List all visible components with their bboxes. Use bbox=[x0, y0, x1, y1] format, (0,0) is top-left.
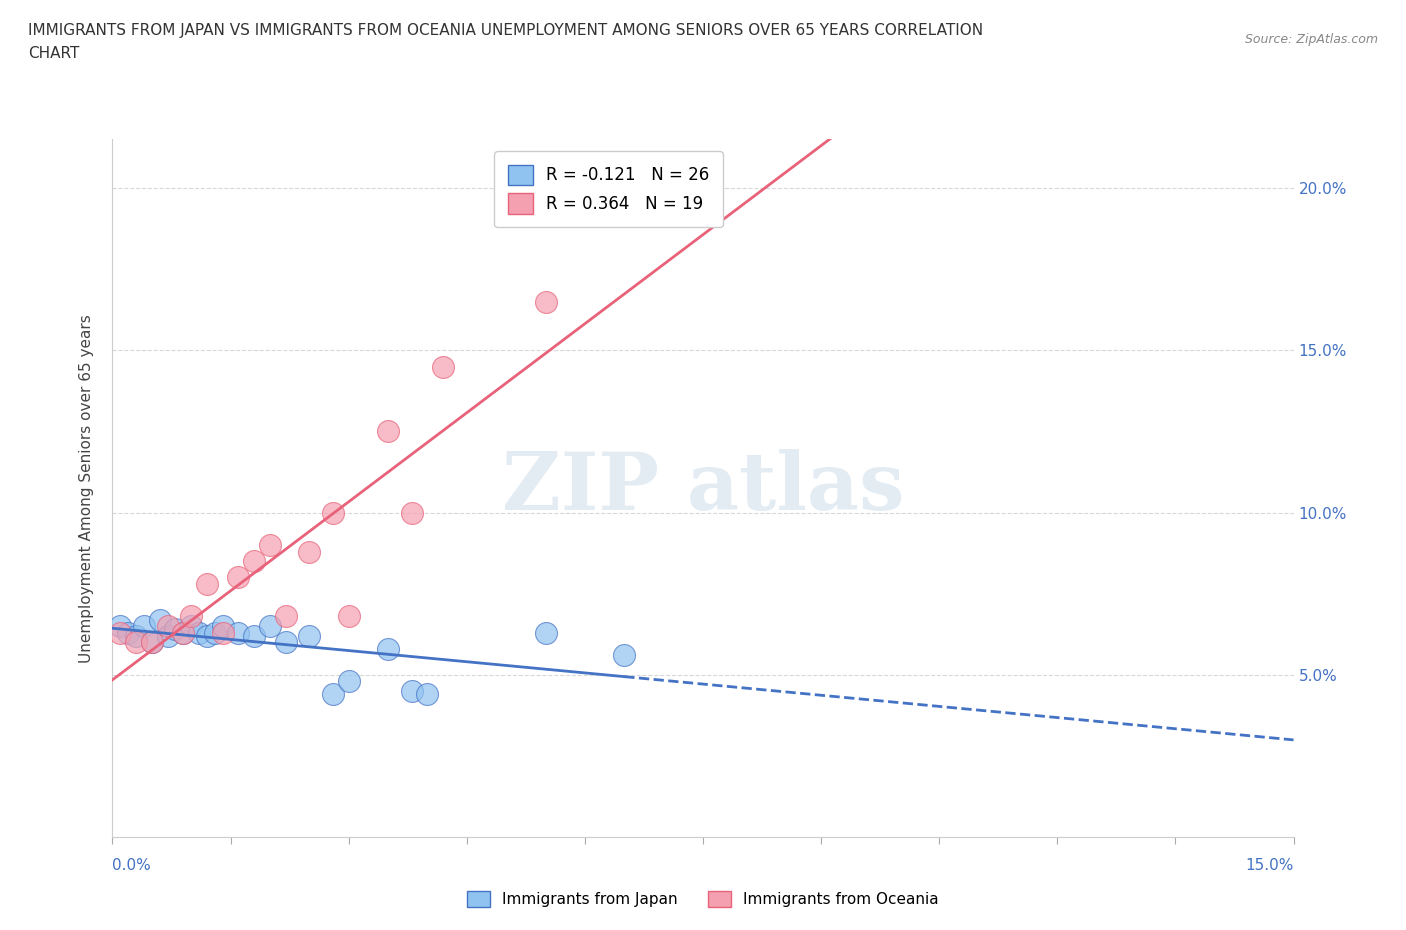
Text: IMMIGRANTS FROM JAPAN VS IMMIGRANTS FROM OCEANIA UNEMPLOYMENT AMONG SENIORS OVER: IMMIGRANTS FROM JAPAN VS IMMIGRANTS FROM… bbox=[28, 23, 983, 38]
Point bbox=[156, 618, 179, 633]
Point bbox=[117, 625, 139, 640]
Text: CHART: CHART bbox=[28, 46, 80, 61]
Point bbox=[377, 424, 399, 439]
Point bbox=[259, 618, 281, 633]
Point bbox=[149, 612, 172, 627]
Text: ZIP atlas: ZIP atlas bbox=[502, 449, 904, 527]
Point bbox=[188, 625, 211, 640]
Point bbox=[259, 538, 281, 552]
Point bbox=[613, 648, 636, 663]
Point bbox=[298, 544, 321, 559]
Point bbox=[274, 609, 297, 624]
Point bbox=[534, 625, 557, 640]
Point bbox=[125, 629, 148, 644]
Point bbox=[401, 684, 423, 698]
Point bbox=[195, 629, 218, 644]
Point bbox=[125, 635, 148, 650]
Point bbox=[141, 635, 163, 650]
Text: 15.0%: 15.0% bbox=[1246, 857, 1294, 872]
Point bbox=[337, 609, 360, 624]
Point bbox=[534, 294, 557, 309]
Point bbox=[243, 629, 266, 644]
Point bbox=[401, 505, 423, 520]
Point bbox=[195, 577, 218, 591]
Text: Source: ZipAtlas.com: Source: ZipAtlas.com bbox=[1244, 33, 1378, 46]
Point bbox=[337, 674, 360, 689]
Point bbox=[180, 618, 202, 633]
Point bbox=[110, 618, 132, 633]
Point bbox=[156, 629, 179, 644]
Point bbox=[204, 625, 226, 640]
Point bbox=[141, 635, 163, 650]
Point bbox=[416, 687, 439, 702]
Y-axis label: Unemployment Among Seniors over 65 years: Unemployment Among Seniors over 65 years bbox=[79, 314, 94, 662]
Point bbox=[243, 553, 266, 568]
Point bbox=[211, 625, 233, 640]
Point bbox=[110, 625, 132, 640]
Point bbox=[180, 609, 202, 624]
Point bbox=[228, 570, 250, 585]
Point bbox=[172, 625, 194, 640]
Point bbox=[432, 359, 454, 374]
Point bbox=[228, 625, 250, 640]
Legend: Immigrants from Japan, Immigrants from Oceania: Immigrants from Japan, Immigrants from O… bbox=[461, 884, 945, 913]
Legend: R = -0.121   N = 26, R = 0.364   N = 19: R = -0.121 N = 26, R = 0.364 N = 19 bbox=[495, 152, 723, 227]
Text: 0.0%: 0.0% bbox=[112, 857, 152, 872]
Point bbox=[274, 635, 297, 650]
Point bbox=[322, 687, 344, 702]
Point bbox=[211, 618, 233, 633]
Point bbox=[377, 642, 399, 657]
Point bbox=[298, 629, 321, 644]
Point bbox=[132, 618, 155, 633]
Point bbox=[165, 622, 187, 637]
Point bbox=[172, 625, 194, 640]
Point bbox=[322, 505, 344, 520]
